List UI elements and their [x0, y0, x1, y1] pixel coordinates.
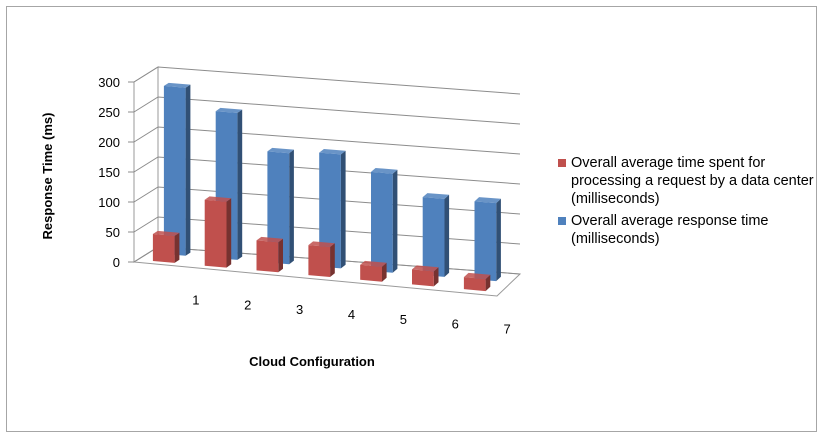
y-tick-labels: 0 50 100 150 200 250 300: [98, 75, 134, 270]
chart-legend: Overall average time spent for processin…: [558, 154, 820, 252]
bar-response-3: [267, 147, 294, 265]
gridline: [133, 186, 521, 215]
bar-processing-6: [412, 265, 439, 287]
y-tick-label: 200: [98, 135, 120, 150]
x-axis-label: Cloud Configuration: [249, 354, 375, 369]
x-tick-label: 3: [296, 302, 303, 317]
x-tick-label: 5: [400, 312, 407, 327]
gridline: [133, 96, 521, 125]
y-tick-label: 150: [98, 165, 120, 180]
y-tick-label: 0: [113, 255, 120, 270]
bar-processing-4: [308, 241, 335, 277]
bar-response-6: [422, 193, 450, 277]
bar-response-5: [371, 168, 398, 273]
x-tick-label: 7: [503, 322, 510, 337]
gridline: [133, 126, 521, 155]
x-tick-label: 2: [244, 297, 251, 312]
x-tick-label: 1: [192, 292, 199, 307]
bar-processing-2: [204, 196, 232, 268]
x-tick-label: 6: [452, 317, 459, 332]
legend-swatch-blue: [558, 217, 566, 225]
bar-response-7: [474, 197, 501, 282]
bar-response-4: [319, 149, 346, 269]
x-tick-label: 4: [348, 307, 355, 322]
gridline: [133, 216, 521, 245]
y-tick-label: 250: [98, 105, 120, 120]
legend-label-response: Overall average response time (milliseco…: [571, 213, 769, 247]
bar-processing-3: [256, 236, 283, 273]
y-axis-label: Response Time (ms): [40, 113, 55, 240]
chart-bars: [152, 82, 501, 292]
gridline: [133, 156, 521, 185]
y-tick-label: 300: [98, 75, 120, 90]
bar-response-1: [163, 82, 191, 256]
legend-swatch-red: [558, 159, 566, 167]
bar-processing-1: [152, 230, 180, 263]
y-tick-label: 50: [106, 225, 120, 240]
bar-processing-5: [360, 260, 387, 282]
gridline: [133, 66, 521, 95]
legend-item-processing: Overall average time spent for processin…: [558, 154, 820, 208]
bar-processing-7: [463, 272, 491, 292]
chart-gridlines: [133, 66, 521, 275]
x-tick-labels: 1 2 3 4 5 6 7: [192, 292, 510, 336]
y-tick-label: 100: [98, 195, 120, 210]
legend-label-processing: Overall average time spent for processin…: [571, 155, 814, 207]
legend-item-response: Overall average response time (milliseco…: [558, 212, 820, 248]
